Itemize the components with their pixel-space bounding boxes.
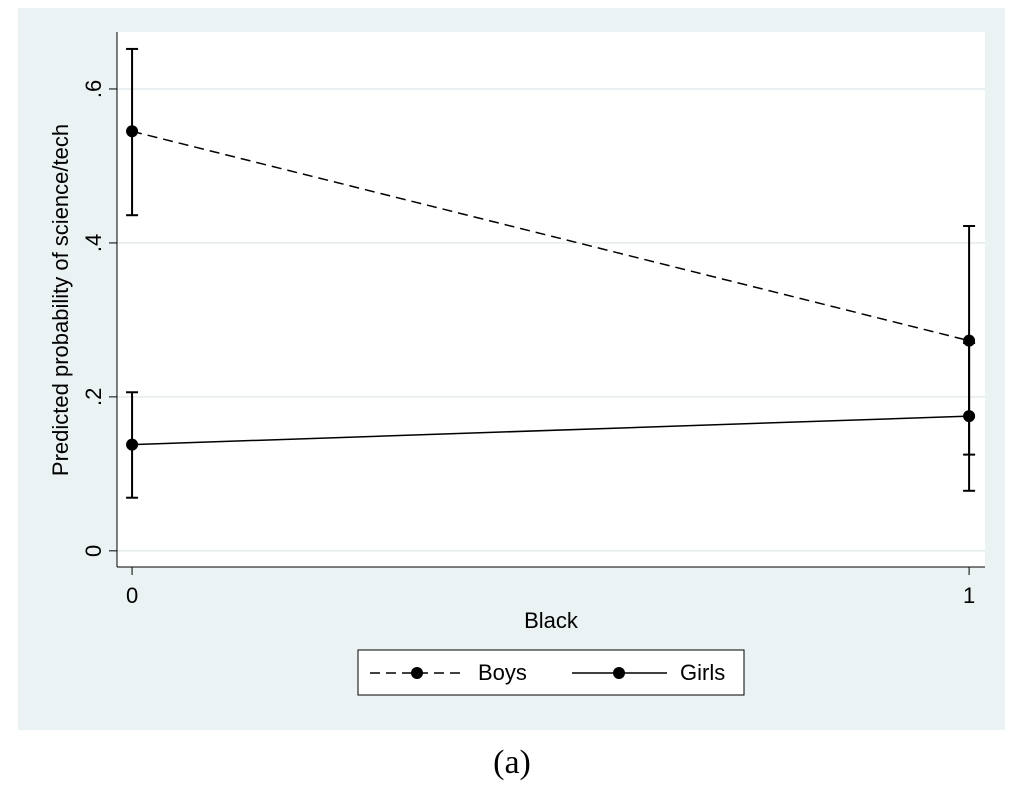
y-tick-label: .6 (81, 80, 106, 98)
y-axis-title: Predicted probability of science/tech (48, 124, 73, 476)
x-axis-title: Black (524, 608, 579, 633)
y-tick-label: 0 (81, 545, 106, 557)
legend-label: Boys (478, 660, 527, 685)
legend-marker (411, 667, 423, 679)
y-tick-label: .2 (81, 388, 106, 406)
point (963, 410, 976, 423)
y-tick-label: .4 (81, 234, 106, 252)
caption: (a) (493, 744, 531, 781)
series-line (132, 415, 970, 446)
point (126, 125, 139, 138)
legend-marker (613, 667, 625, 679)
plot-area (117, 32, 985, 567)
legend-label: Girls (680, 660, 725, 685)
x-tick-label: 1 (963, 583, 975, 608)
x-tick-label: 0 (126, 583, 138, 608)
point (126, 438, 139, 451)
